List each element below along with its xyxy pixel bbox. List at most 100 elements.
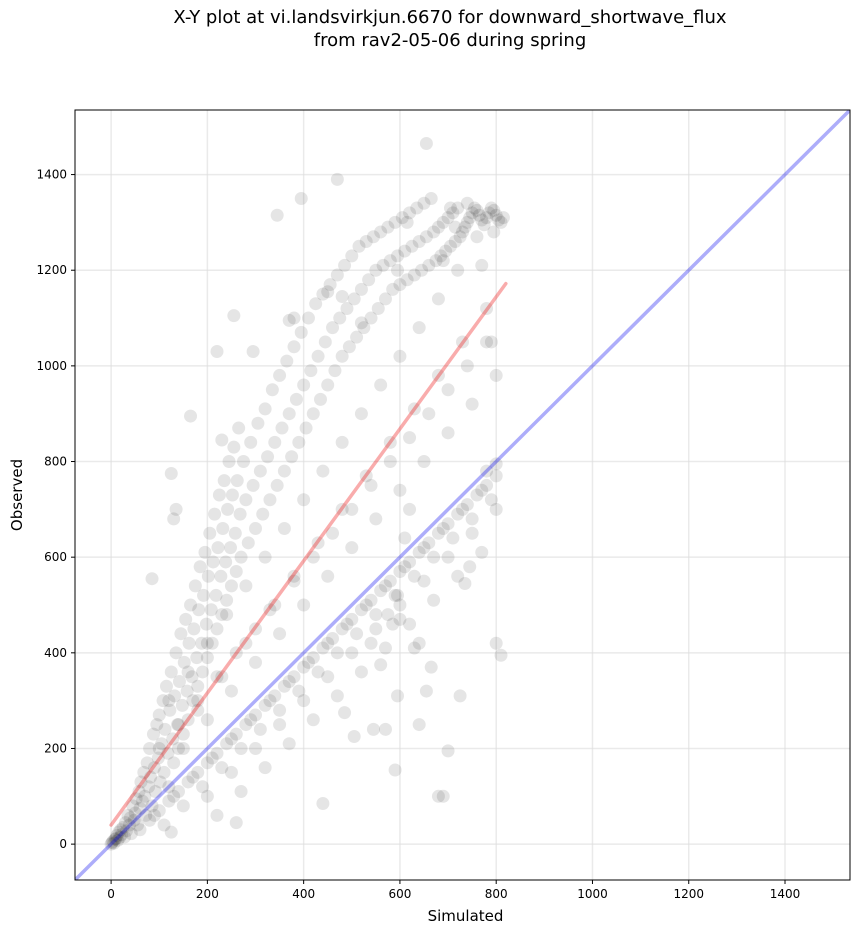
data-point: [224, 765, 238, 779]
data-point: [460, 215, 474, 229]
data-point: [391, 588, 405, 602]
data-point: [277, 679, 291, 693]
data-point: [460, 359, 474, 373]
data-point: [179, 612, 193, 626]
data-point: [460, 498, 474, 512]
data-point: [362, 273, 376, 287]
reference-lines: [75, 110, 850, 880]
data-point: [354, 316, 368, 330]
data-point: [431, 292, 445, 306]
data-point: [321, 285, 335, 299]
data-point: [118, 830, 132, 844]
data-point: [480, 335, 494, 349]
data-point: [263, 493, 277, 507]
data-point: [211, 541, 225, 555]
data-point: [215, 761, 229, 775]
data-point: [451, 507, 465, 521]
data-point: [354, 665, 368, 679]
data-point: [304, 364, 318, 378]
data-point: [412, 718, 426, 732]
data-point: [456, 502, 469, 516]
data-point: [330, 268, 344, 282]
data-point: [106, 834, 120, 848]
data-point: [180, 684, 194, 698]
data-point: [175, 698, 189, 712]
data-point: [480, 301, 494, 315]
data-point: [393, 349, 407, 363]
data-point: [157, 818, 171, 832]
data-point: [153, 775, 167, 789]
data-point: [109, 831, 123, 845]
data-point: [156, 694, 170, 708]
data-point: [465, 206, 479, 220]
data-point: [386, 282, 400, 296]
data-point: [145, 799, 159, 813]
data-point: [407, 402, 421, 416]
y-tick-label: 400: [44, 646, 67, 660]
data-point: [366, 722, 380, 736]
data-point: [219, 555, 233, 569]
data-point: [463, 211, 477, 225]
data-point: [359, 235, 373, 249]
data-point: [383, 455, 397, 469]
data-point: [403, 502, 417, 516]
x-tick-label: 1200: [673, 887, 704, 901]
data-point: [443, 201, 457, 215]
data-point: [249, 521, 263, 535]
data-point: [182, 636, 196, 650]
data-point: [456, 225, 469, 239]
data-point: [477, 218, 491, 232]
data-point: [431, 220, 445, 234]
data-point: [301, 655, 315, 669]
data-point: [215, 608, 229, 622]
data-point: [277, 521, 291, 535]
data-point: [453, 230, 467, 244]
data-point: [338, 258, 352, 272]
data-point: [143, 741, 157, 755]
data-point: [297, 598, 311, 612]
data-point: [122, 818, 136, 832]
data-point: [217, 474, 231, 488]
data-point: [229, 816, 243, 830]
data-point: [233, 507, 247, 521]
data-point: [158, 722, 172, 736]
data-point: [162, 780, 176, 794]
data-point: [111, 833, 125, 847]
data-point: [287, 574, 301, 588]
data-point: [166, 732, 180, 746]
data-point: [475, 213, 489, 227]
data-point: [456, 335, 469, 349]
data-point: [489, 469, 503, 483]
data-point: [209, 588, 223, 602]
data-point: [352, 239, 366, 253]
data-point: [311, 665, 325, 679]
data-point: [326, 321, 340, 335]
data-point: [177, 655, 191, 669]
data-point: [441, 211, 455, 225]
data-point: [289, 392, 303, 406]
data-point: [190, 651, 204, 665]
data-point: [265, 383, 279, 397]
x-tick-label: 200: [196, 887, 219, 901]
data-point: [220, 608, 234, 622]
data-point: [270, 208, 284, 222]
data-point: [321, 636, 335, 650]
data-point: [155, 737, 169, 751]
data-point: [330, 172, 344, 186]
data-point: [294, 325, 308, 339]
data-point: [282, 407, 296, 421]
data-point: [345, 502, 359, 516]
data-point: [192, 603, 206, 617]
data-point: [152, 804, 166, 818]
data-point: [164, 825, 178, 839]
grid-lines: [75, 110, 850, 880]
data-point: [460, 196, 474, 210]
data-point: [280, 354, 294, 368]
data-point: [388, 215, 402, 229]
data-point: [482, 206, 496, 220]
data-point: [124, 827, 138, 841]
data-point: [321, 569, 335, 583]
data-point: [147, 761, 161, 775]
data-point: [151, 751, 165, 765]
data-point: [135, 794, 149, 808]
